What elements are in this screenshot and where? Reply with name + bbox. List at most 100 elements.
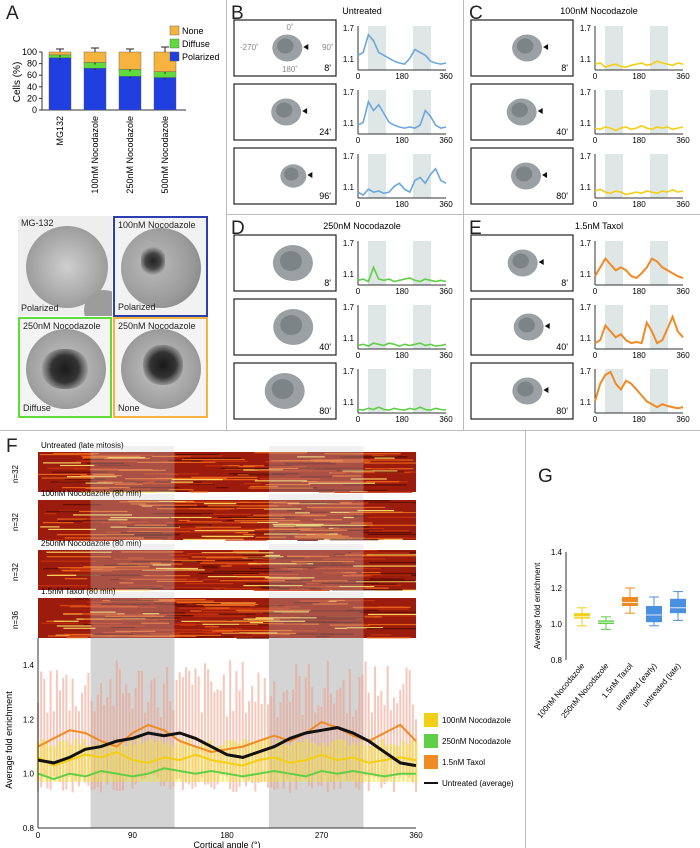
heatmap-streak — [59, 605, 118, 607]
band — [413, 369, 431, 413]
a-ytick-label: 80 — [27, 59, 37, 69]
heatmap-n: n=32 — [11, 512, 20, 531]
heatmap-streak — [364, 587, 389, 589]
g-ytick: 0.8 — [551, 656, 563, 665]
heatmap-streak — [300, 476, 332, 478]
time-label: 96' — [319, 191, 331, 201]
heatmap-streak — [368, 530, 410, 532]
heatmap-streak — [351, 552, 410, 554]
heatmap-streak — [279, 588, 352, 590]
heatmap-streak — [120, 531, 181, 534]
trace-xtick: 360 — [676, 415, 690, 424]
band — [413, 241, 431, 285]
heatmap-streak — [340, 571, 357, 574]
heatmap-streak — [131, 561, 203, 563]
heatmap-streak — [98, 464, 131, 466]
heatmap-streak — [253, 528, 311, 530]
heatmap-streak — [370, 634, 391, 636]
heatmap-streak — [86, 589, 152, 591]
trace-ytick: 1.1 — [580, 270, 592, 279]
trace-ytick: 1.7 — [580, 239, 592, 248]
heatmap-streak — [293, 522, 332, 524]
heatmap-streak — [329, 599, 346, 602]
heatmap-streak — [163, 587, 227, 589]
heatmap-streak — [202, 513, 251, 515]
trace-ytick: 1.7 — [580, 24, 592, 33]
heatmap-streak — [104, 619, 178, 621]
heatmap-streak — [355, 580, 416, 583]
heatmap-streak — [121, 551, 184, 553]
cell-center — [518, 317, 535, 333]
heatmap-streak — [61, 569, 81, 572]
cell-center — [284, 167, 299, 181]
heatmap-streak — [289, 588, 310, 590]
trace-xtick: 360 — [439, 287, 453, 296]
heatmap-title: 100nM Nocodazole (80 min) — [41, 489, 142, 498]
heatmap-streak — [368, 623, 416, 626]
time-label: 8' — [324, 278, 331, 288]
micro-label: Diffuse — [23, 403, 51, 413]
heatmap-streak — [46, 556, 111, 558]
heatmap-streak — [200, 562, 257, 564]
heatmap-streak — [265, 483, 311, 486]
trace-ytick: 1.7 — [343, 367, 355, 376]
micro-aggregate — [141, 246, 165, 276]
a-ytick-label: 100 — [22, 47, 37, 57]
trace-line — [594, 60, 684, 69]
heatmap-streak — [270, 478, 321, 480]
panel-g-label: G — [538, 466, 553, 487]
heatmap-streak — [366, 524, 416, 526]
a-legend-label: Polarized — [182, 52, 220, 62]
heatmap-streak — [200, 621, 264, 623]
g-box — [574, 613, 590, 619]
divider-vertical-bc — [463, 0, 464, 430]
heatmap-streak — [51, 573, 91, 576]
heatmap-streak — [64, 478, 106, 480]
heatmap-streak — [245, 583, 307, 585]
micro-title: MG-132 — [21, 218, 54, 228]
trace-ytick: 1.1 — [580, 398, 592, 407]
heatmap-streak — [262, 556, 284, 558]
trace-ytick: 1.7 — [343, 88, 355, 97]
heatmap-n: n=32 — [11, 464, 20, 483]
heatmap-streak — [218, 613, 256, 615]
heatmap-streak — [301, 580, 365, 582]
heatmap-streak — [83, 458, 105, 460]
heatmap-streak — [46, 551, 112, 553]
heatmap-streak — [169, 588, 214, 590]
f-series-1-5nm-taxol — [37, 720, 417, 754]
band — [368, 90, 386, 134]
heatmap-streak — [347, 574, 412, 576]
heatmap-title: 250nM Nocodazole (80 min) — [41, 539, 142, 548]
heatmap-streak — [75, 598, 89, 600]
heatmap-streak — [58, 520, 118, 522]
a-category-label: 250nM Nocodazole — [125, 116, 135, 194]
heatmap-streak — [161, 531, 238, 533]
trace-xtick: 0 — [356, 287, 361, 296]
panel-d-label: D — [231, 218, 245, 239]
heatmap-streak — [351, 515, 365, 517]
heatmap-streak — [56, 539, 119, 542]
divider-vertical-g — [525, 430, 526, 848]
heatmap-streak — [203, 604, 278, 607]
trace-ytick: 1.1 — [343, 334, 355, 343]
heatmap-streak — [254, 480, 307, 482]
heatmap-streak — [108, 519, 128, 521]
heatmap-streak — [312, 521, 332, 523]
heatmap-streak — [222, 465, 240, 467]
trace-xtick: 0 — [356, 72, 361, 81]
heatmap-streak — [178, 519, 190, 522]
heatmap-streak — [297, 539, 318, 541]
trace-xtick: 360 — [439, 351, 453, 360]
heatmap-streak — [239, 623, 303, 625]
trace-ytick: 1.7 — [580, 88, 592, 97]
heatmap-streak — [90, 611, 116, 613]
heatmap-streak — [171, 478, 223, 481]
heatmap-streak — [327, 503, 365, 505]
trace-ytick: 1.1 — [580, 334, 592, 343]
trace-line — [357, 33, 447, 65]
heatmap-streak — [113, 558, 189, 560]
f-series-untreated-average- — [37, 726, 417, 768]
heatmap-streak — [310, 459, 368, 461]
